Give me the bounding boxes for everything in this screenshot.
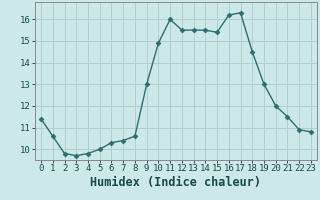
X-axis label: Humidex (Indice chaleur): Humidex (Indice chaleur) bbox=[91, 176, 261, 189]
